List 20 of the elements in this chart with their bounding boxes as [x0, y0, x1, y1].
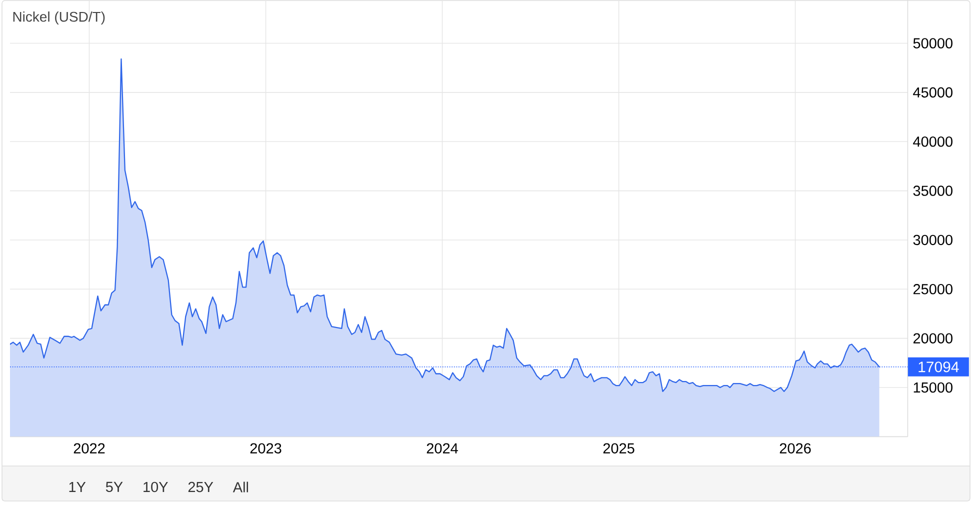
- x-tick-label: 2022: [74, 443, 105, 454]
- y-tick-label: 40000: [913, 136, 952, 147]
- x-tick-label: 2023: [250, 443, 282, 454]
- text: Nickel (USD/T): [13, 11, 105, 25]
- text: All: [232, 482, 248, 492]
- y-tick-label: 15000: [914, 382, 952, 393]
- y-tick-label: 35000: [913, 186, 952, 196]
- y-tick-label: 45000: [913, 87, 952, 98]
- ref-line-label: 17094: [918, 362, 959, 372]
- text: 25Y: [188, 482, 214, 492]
- y-tick-label: 30000: [913, 234, 952, 246]
- x-tick-label: 2024: [426, 443, 458, 454]
- x-tick-label: 2026: [780, 443, 811, 454]
- text: 1Y: [69, 482, 86, 492]
- y-tick-label: 25000: [913, 284, 952, 294]
- x-tick-label: 2025: [603, 443, 634, 454]
- text: 5Y: [106, 482, 123, 492]
- text: 10Y: [144, 482, 168, 492]
- y-tick-label: 20000: [913, 333, 952, 344]
- y-tick-label: 50000: [913, 38, 952, 48]
